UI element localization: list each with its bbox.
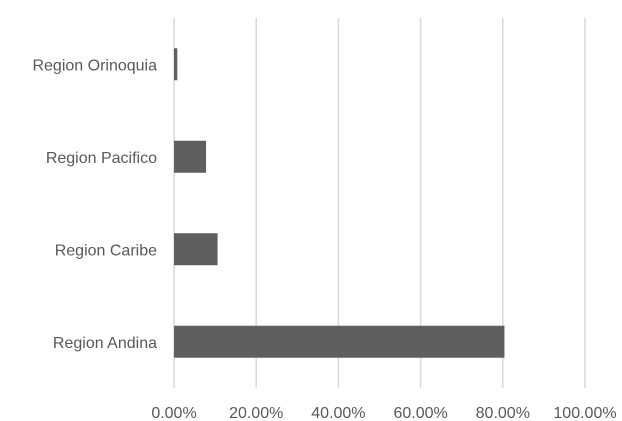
x-tick-label: 20.00% bbox=[229, 405, 283, 421]
bar-region-orinoquia bbox=[174, 48, 178, 81]
bar-region-pacifico bbox=[174, 140, 207, 173]
bar-region-andina bbox=[174, 325, 505, 358]
category-labels: Region Orinoquia Region Pacifico Region Ca… bbox=[32, 57, 157, 352]
x-tick-labels: 0.00% 20.00% 40.00% 60.00% 80.00% 100.00% bbox=[151, 405, 616, 421]
x-tick-label: 40.00% bbox=[311, 405, 365, 421]
bars bbox=[174, 48, 505, 358]
category-label: Region Pacifico bbox=[46, 150, 157, 167]
x-tick-label: 60.00% bbox=[393, 405, 447, 421]
x-tick-label: 100.00% bbox=[553, 405, 616, 421]
category-label: Region Caribe bbox=[55, 242, 157, 259]
x-tick-label: 80.00% bbox=[476, 405, 530, 421]
category-label: Region Andina bbox=[53, 335, 157, 352]
bar-region-caribe bbox=[174, 233, 218, 266]
category-label: Region Orinoquia bbox=[32, 57, 157, 74]
x-tick-label: 0.00% bbox=[151, 405, 196, 421]
